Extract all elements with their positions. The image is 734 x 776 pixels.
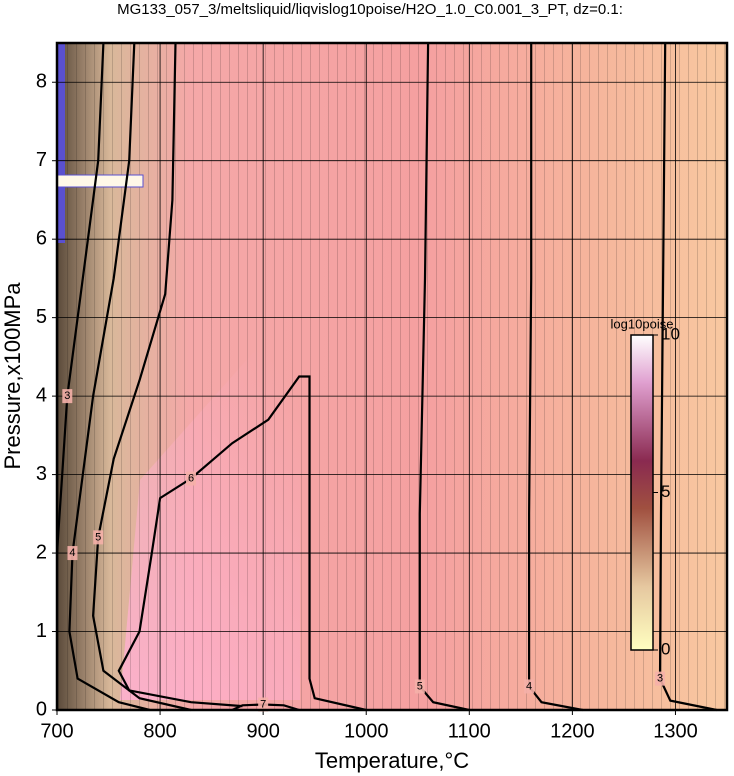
y-tick-label: 8 <box>36 71 47 93</box>
contour-label: 7 <box>260 698 266 710</box>
contour-label-bg <box>524 679 535 694</box>
x-tick-label: 1300 <box>653 720 698 742</box>
y-tick-label: 2 <box>36 541 47 563</box>
blue-strip <box>57 43 65 243</box>
contour-label-bg <box>655 671 665 686</box>
contour-label-bg <box>186 471 196 486</box>
contour-label: 6 <box>188 472 194 484</box>
y-tick-label: 7 <box>36 149 47 171</box>
contour-label: 3 <box>657 673 663 685</box>
colorbar-tick-label: 0 <box>661 639 670 658</box>
white-bar <box>56 174 144 188</box>
y-tick-label: 0 <box>36 698 47 720</box>
x-tick-label: 1000 <box>344 720 389 742</box>
contour-line <box>117 375 367 712</box>
chart-title: MG133_057_3/meltsliquid/liqvislog10poise… <box>117 1 623 18</box>
x-axis-label: Temperature,°C <box>315 748 469 773</box>
plot-area <box>56 43 727 710</box>
contour-label-bg <box>67 546 78 561</box>
contour-label: 5 <box>417 680 423 692</box>
colorbar-tick-label: 5 <box>661 482 670 501</box>
x-tick-label: 700 <box>40 720 73 742</box>
x-tick-label: 1100 <box>448 720 491 742</box>
contour-label-bg <box>62 389 73 404</box>
contour-label-bg <box>93 530 104 545</box>
contour-line <box>658 42 717 712</box>
y-tick-label: 1 <box>36 620 47 642</box>
contour-line <box>418 42 470 712</box>
colorbar <box>630 334 654 651</box>
y-tick-label: 6 <box>36 227 47 249</box>
contour-label: 4 <box>526 680 532 692</box>
contour-label: 3 <box>64 390 70 402</box>
x-tick-label: 800 <box>143 720 176 742</box>
contour-line <box>528 43 583 712</box>
colorbar-label: log10poise <box>611 316 674 331</box>
colorbar-tick-label: 10 <box>661 324 680 343</box>
x-tick-label: 1200 <box>550 720 595 742</box>
y-tick-label: 3 <box>36 463 47 485</box>
contour-line <box>68 42 151 712</box>
contour-line <box>55 42 105 554</box>
plot-frame <box>55 41 729 712</box>
contour-label: 4 <box>69 547 75 559</box>
y-tick-label: 5 <box>36 306 47 328</box>
thin-contours <box>57 43 727 710</box>
contour-label: 5 <box>95 531 101 543</box>
contour-line <box>91 42 192 712</box>
contour-label-bg <box>414 679 425 694</box>
y-axis-label: Pressure,x100MPa <box>0 282 25 470</box>
y-tick-label: 4 <box>36 384 47 406</box>
contour-label-bg <box>258 697 269 712</box>
x-tick-label: 900 <box>246 720 279 742</box>
